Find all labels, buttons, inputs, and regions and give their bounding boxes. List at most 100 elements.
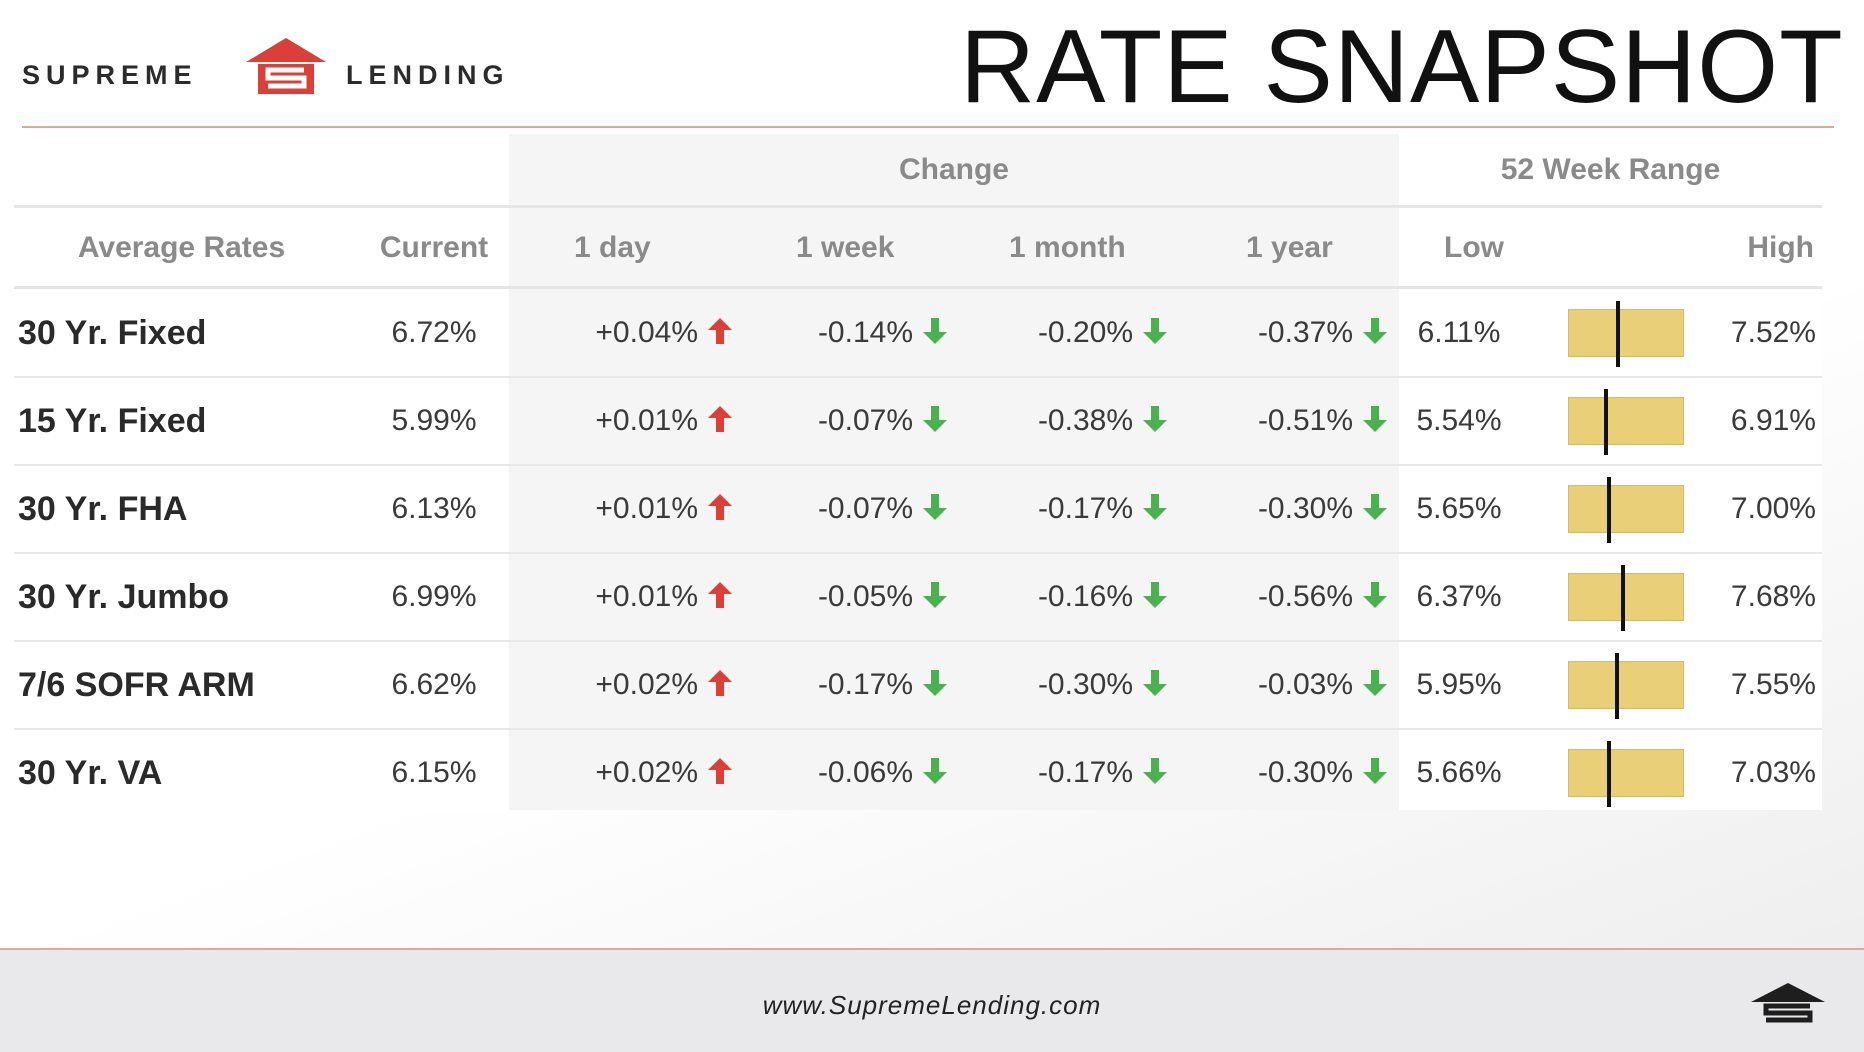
col-high: High — [1747, 231, 1814, 264]
arrow-down-icon — [923, 318, 947, 345]
rate-name: 7/6 SOFR ARM — [18, 666, 255, 704]
change-week-cell: -0.14% — [729, 289, 949, 377]
col-current: Current — [379, 231, 489, 264]
range-bar — [1568, 309, 1684, 357]
arrow-down-icon — [1143, 670, 1167, 697]
change-week-cell: -0.17% — [729, 641, 949, 729]
rate-name: 30 Yr. VA — [18, 754, 163, 792]
range-high: 7.03% — [1730, 756, 1816, 789]
current-rate-marker — [1607, 477, 1611, 543]
table-row: 30 Yr. VA 6.15% +0.02% -0.06% -0.17% -0.30% 5.… — [14, 729, 1822, 817]
rate-name: 15 Yr. Fixed — [18, 402, 207, 440]
current-rate-marker — [1607, 741, 1611, 807]
arrow-down-icon — [923, 758, 947, 785]
group-header-row: Change 52 Week Range — [14, 134, 1822, 206]
row-divider — [14, 376, 1822, 378]
table-row: 30 Yr. Fixed 6.72% +0.04% -0.14% -0.20% -0.37… — [14, 289, 1822, 377]
col-1-year: 1 year — [1246, 231, 1333, 264]
change-month-value: -0.17% — [1037, 492, 1133, 525]
current-rate: 6.72% — [391, 316, 477, 349]
table-row: 30 Yr. FHA 6.13% +0.01% -0.07% -0.17% -0.30% 5… — [14, 465, 1822, 553]
table-row: 7/6 SOFR ARM 6.62% +0.02% -0.17% -0.30% -0.03… — [14, 641, 1822, 729]
range-bar — [1568, 485, 1684, 533]
group-change-label: Change — [898, 153, 1009, 186]
col-1-week: 1 week — [796, 231, 895, 264]
col-average-rates: Average Rates — [77, 231, 286, 264]
change-day-value: +0.01% — [595, 492, 698, 525]
range-low: 6.11% — [1417, 316, 1501, 349]
arrow-down-icon — [1363, 582, 1387, 609]
change-month-value: -0.17% — [1037, 756, 1133, 789]
change-week-cell: -0.05% — [729, 553, 949, 641]
header-divider — [22, 126, 1834, 128]
row-divider — [14, 552, 1822, 554]
arrow-down-icon — [1363, 758, 1387, 785]
change-week-value: -0.06% — [817, 756, 913, 789]
current-rate: 5.99% — [391, 404, 477, 437]
arrow-down-icon — [923, 494, 947, 521]
change-year-value: -0.56% — [1257, 580, 1353, 613]
current-rate-marker — [1615, 653, 1619, 719]
change-week-value: -0.07% — [817, 492, 913, 525]
table-row: 15 Yr. Fixed 5.99% +0.01% -0.07% -0.38% -0.51… — [14, 377, 1822, 465]
change-week-cell: -0.07% — [729, 377, 949, 465]
col-1-day: 1 day — [574, 231, 651, 264]
change-year-cell: -0.37% — [1169, 289, 1389, 377]
current-rate-marker — [1616, 301, 1620, 367]
change-band — [509, 134, 1399, 810]
arrow-up-icon — [708, 582, 732, 609]
arrow-down-icon — [1363, 670, 1387, 697]
range-high: 7.52% — [1730, 316, 1816, 349]
change-month-cell: -0.16% — [949, 553, 1169, 641]
change-day-value: +0.02% — [595, 668, 698, 701]
current-rate: 6.62% — [391, 668, 477, 701]
change-day-value: +0.04% — [595, 316, 698, 349]
change-month-value: -0.30% — [1037, 668, 1133, 701]
arrow-down-icon — [923, 406, 947, 433]
table-row: 30 Yr. Jumbo 6.99% +0.01% -0.05% -0.16% -0.56… — [14, 553, 1822, 641]
change-year-cell: -0.56% — [1169, 553, 1389, 641]
change-year-value: -0.37% — [1257, 316, 1353, 349]
change-day-cell: +0.01% — [514, 553, 734, 641]
current-rate: 6.13% — [391, 492, 477, 525]
row-divider — [14, 640, 1822, 642]
change-day-value: +0.01% — [595, 404, 698, 437]
change-week-cell: -0.06% — [729, 729, 949, 817]
range-bar — [1568, 661, 1684, 709]
range-low: 5.66% — [1416, 756, 1502, 789]
arrow-down-icon — [1143, 494, 1167, 521]
change-month-value: -0.16% — [1037, 580, 1133, 613]
change-month-value: -0.20% — [1037, 316, 1133, 349]
change-year-value: -0.30% — [1257, 756, 1353, 789]
change-day-cell: +0.01% — [514, 377, 734, 465]
arrow-up-icon — [708, 758, 732, 785]
house-logo-icon — [246, 38, 326, 94]
change-year-value: -0.30% — [1257, 492, 1353, 525]
arrow-down-icon — [1143, 758, 1167, 785]
name-band — [14, 208, 509, 810]
arrow-up-icon — [708, 318, 732, 345]
col-low: Low — [1444, 231, 1504, 264]
change-year-cell: -0.30% — [1169, 465, 1389, 553]
range-low: 6.37% — [1416, 580, 1502, 613]
brand-name-right: LENDING — [346, 60, 510, 90]
arrow-up-icon — [708, 670, 732, 697]
range-low: 5.95% — [1416, 668, 1502, 701]
change-week-value: -0.17% — [817, 668, 913, 701]
current-rate-marker — [1621, 565, 1625, 631]
change-month-value: -0.38% — [1037, 404, 1133, 437]
range-high: 6.91% — [1730, 404, 1816, 437]
range-bar — [1568, 573, 1684, 621]
current-rate: 6.15% — [391, 756, 477, 789]
col-1-month: 1 month — [1009, 231, 1126, 264]
change-year-cell: -0.51% — [1169, 377, 1389, 465]
change-month-cell: -0.17% — [949, 465, 1169, 553]
arrow-down-icon — [1363, 406, 1387, 433]
change-month-cell: -0.30% — [949, 641, 1169, 729]
change-week-value: -0.05% — [817, 580, 913, 613]
arrow-down-icon — [1363, 494, 1387, 521]
arrow-up-icon — [708, 406, 732, 433]
arrow-down-icon — [1363, 318, 1387, 345]
arrow-down-icon — [1143, 406, 1167, 433]
change-month-cell: -0.17% — [949, 729, 1169, 817]
